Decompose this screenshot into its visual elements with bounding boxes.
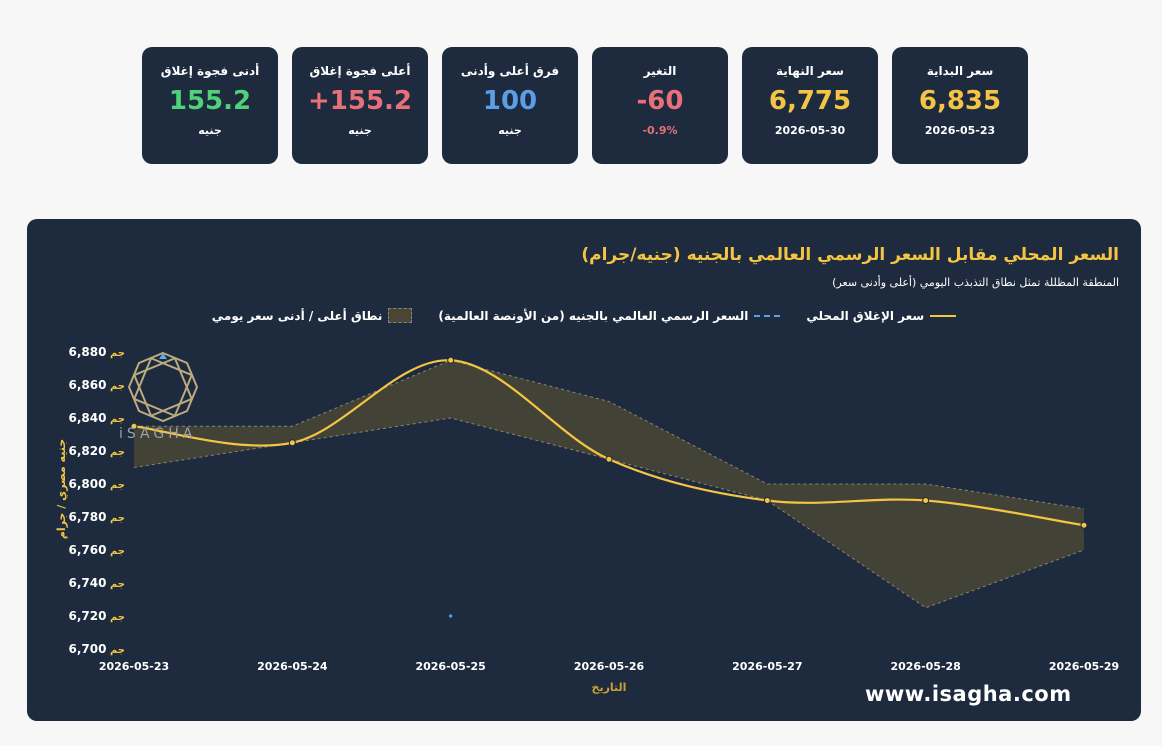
y-tick-unit: جم <box>106 381 125 392</box>
y-axis: 6,700 جم6,720 جم6,740 جم6,760 جم6,780 جم… <box>68 345 125 656</box>
legend-label: نطاق أعلى / أدنى سعر يومي <box>211 308 383 323</box>
chart-panel: 6,700 جم 6,720 جم 6,740 جم 6,760 جم 6,780 جم… <box>27 219 1141 721</box>
logo-text: iSAGHA <box>119 426 197 442</box>
y-tick-value: 6,760 <box>68 543 106 557</box>
y-tick-unit: جم <box>106 612 125 623</box>
y-tick-label: 6,740 جم <box>68 576 125 590</box>
card-value: 6,775 <box>768 86 852 116</box>
card-title: أدنى فجوة إغلاق <box>160 64 260 78</box>
price-chart: 6,700 جم6,720 جم6,740 جم6,760 جم6,780 جم… <box>55 345 1119 694</box>
local-close-point <box>288 439 296 447</box>
card-title: التغير <box>643 64 677 78</box>
card-sub: جنيه <box>198 124 222 137</box>
x-tick-label: 2026-05-24 <box>257 660 328 673</box>
legend-swatch-band <box>388 308 413 323</box>
card-value: 100 <box>482 86 538 116</box>
card-start-price: سعر البداية 6,835 2026-05-23 <box>892 47 1028 164</box>
card-end-price: سعر النهاية 6,775 2026-05-30 <box>742 47 878 164</box>
y-tick-label: 6,800 جم <box>68 477 125 491</box>
y-tick-label: 6,720 جم <box>68 609 125 623</box>
card-sub: جنيه <box>498 124 522 137</box>
card-title: أعلى فجوة إغلاق <box>309 64 411 78</box>
card-change: التغير -60 -0.9% <box>592 47 728 164</box>
legend-label: السعر الرسمي العالمي بالجنيه (من الأونصة… <box>438 308 749 323</box>
local-close-point <box>763 497 771 504</box>
y-tick-label: 6,820 جم <box>68 444 125 458</box>
card-max-gap: أعلى فجوة إغلاق +155.2 جنيه <box>292 47 428 164</box>
point-layer <box>130 356 1088 618</box>
y-tick-label: 6,780 جم <box>68 510 125 524</box>
band-layer <box>133 359 1085 609</box>
y-tick-unit: جم <box>106 645 125 656</box>
x-tick-label: 2026-05-29 <box>1049 660 1119 673</box>
y-tick-label: 6,880 جم <box>68 345 125 359</box>
y-tick-unit: جم <box>106 414 125 425</box>
y-tick-label: 6,760 جم <box>68 543 125 557</box>
card-title: سعر النهاية <box>776 64 844 78</box>
y-tick-unit: جم <box>106 513 125 524</box>
card-sub: 2026-05-23 <box>924 124 996 137</box>
y-tick-value: 6,780 <box>68 510 106 524</box>
y-tick-value: 6,820 <box>68 444 106 458</box>
legend-item-global-price[interactable]: السعر الرسمي العالمي بالجنيه (من الأونصة… <box>438 308 781 323</box>
card-title: سعر البداية <box>926 64 994 78</box>
local-close-point <box>447 356 455 364</box>
range-band-high <box>134 359 1085 510</box>
legend-swatch-dashed <box>754 314 781 317</box>
legend-item-band[interactable]: نطاق أعلى / أدنى سعر يومي <box>212 308 413 323</box>
y-tick-unit: جم <box>106 579 125 590</box>
x-tick-label: 2026-05-26 <box>574 660 645 673</box>
y-tick-label: 6,840 جم <box>68 411 125 425</box>
card-value: +155.2 <box>307 86 413 116</box>
local-close-point <box>605 455 613 463</box>
y-axis-label: جنيه مصري / جرام <box>55 439 68 539</box>
y-tick-unit: جم <box>106 546 125 557</box>
local-close-point <box>130 422 138 430</box>
y-tick-value: 6,740 <box>68 576 106 590</box>
legend-swatch-line <box>930 314 957 317</box>
y-tick-label: 6,860 جم <box>68 378 125 392</box>
chart-legend: سعر الإغلاق المحلي السعر الرسمي العالمي … <box>27 308 1141 323</box>
x-tick-label: 2026-05-25 <box>415 660 485 673</box>
legend-item-local-close[interactable]: سعر الإغلاق المحلي <box>806 308 957 323</box>
card-value: -60 <box>636 86 684 116</box>
y-tick-value: 6,860 <box>68 378 106 392</box>
y-tick-unit: جم <box>106 480 125 491</box>
y-tick-value: 6,800 <box>68 477 106 491</box>
x-tick-label: 2026-05-28 <box>890 660 960 673</box>
card-sub: 2026-05-30 <box>774 124 846 137</box>
card-sub: -0.9% <box>642 124 678 137</box>
y-tick-unit: جم <box>106 348 125 359</box>
x-axis: 2026-05-23 2026-05-24 2026-05-25 2026-05-26… <box>99 660 1119 673</box>
local-close-point <box>1080 521 1088 529</box>
chart-subtitle: المنطقة المظللة تمثل نطاق التذبذب اليومي… <box>832 276 1119 289</box>
card-min-gap: أدنى فجوة إغلاق 155.2 جنيه <box>142 47 278 164</box>
y-tick-value: 6,720 <box>68 609 106 623</box>
y-tick-value: 6,840 <box>68 411 106 425</box>
card-value: 6,835 <box>918 86 1002 116</box>
watermark-url: www.isagha.com <box>865 682 1072 706</box>
y-tick-unit: جم <box>106 447 125 458</box>
card-title: فرق أعلى وأدنى <box>460 64 560 78</box>
isagha-logo-icon <box>127 351 199 423</box>
x-tick-label: 2026-05-27 <box>732 660 802 673</box>
card-high-low-diff: فرق أعلى وأدنى 100 جنيه <box>442 47 578 164</box>
y-tick-label: 6,700 جم <box>68 642 125 656</box>
y-tick-value: 6,700 <box>68 642 106 656</box>
chart-title: السعر المحلي مقابل السعر الرسمي العالمي … <box>581 245 1119 265</box>
range-band-area <box>134 360 1084 608</box>
y-tick-value: 6,880 <box>68 345 106 359</box>
card-value: 155.2 <box>168 86 252 116</box>
local-close-point <box>922 497 930 504</box>
legend-label: سعر الإغلاق المحلي <box>806 308 925 323</box>
summary-cards: سعر البداية 6,835 2026-05-23 سعر النهاية… <box>142 47 1028 164</box>
global-price-point <box>449 614 453 618</box>
x-tick-label: 2026-05-23 <box>99 660 169 673</box>
card-sub: جنيه <box>348 124 372 137</box>
x-axis-label: التاريخ <box>592 681 627 694</box>
